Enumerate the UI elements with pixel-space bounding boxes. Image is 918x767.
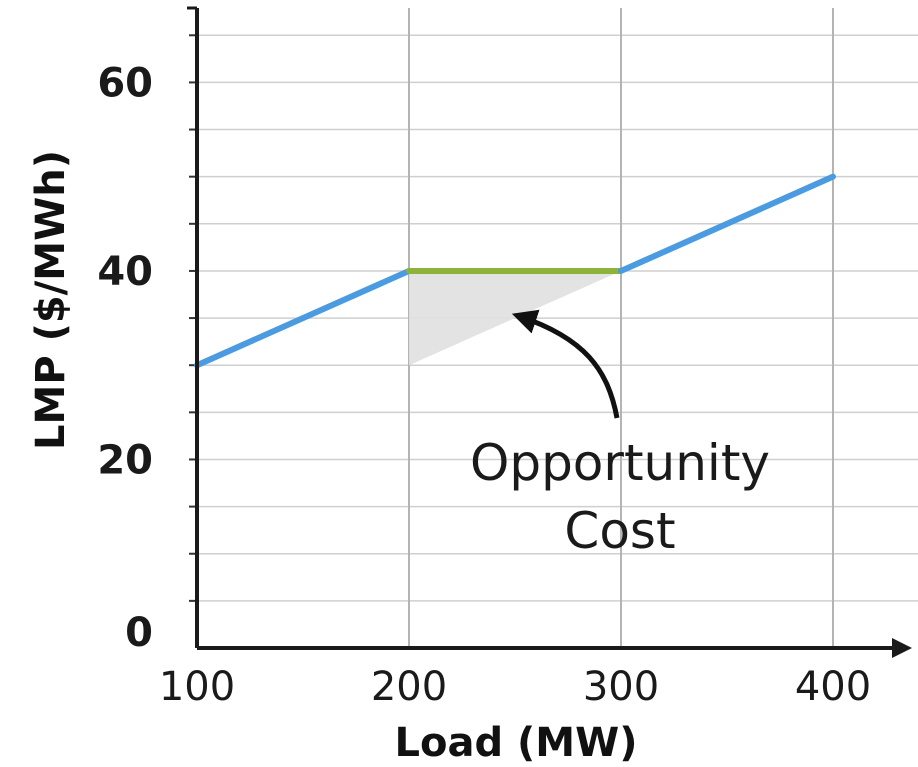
series-line-1: [194, 267, 412, 369]
series-line-3: [618, 173, 836, 274]
y-tick-label: 60: [97, 60, 153, 106]
annotation-line-1: Opportunity: [470, 434, 770, 492]
axes: [187, 6, 912, 658]
x-tick-label: 400: [795, 664, 871, 710]
grid: [189, 8, 918, 648]
annotation-arrow: [511, 309, 620, 419]
y-tick-label: 40: [97, 249, 153, 295]
series-layer: [194, 173, 836, 369]
x-tick-label: 100: [159, 664, 235, 710]
y-tick-label: 0: [125, 610, 153, 656]
annotation: Opportunity Cost: [470, 309, 770, 560]
x-tick-label: 300: [583, 664, 659, 710]
annotation-line-2: Cost: [564, 502, 675, 560]
tick-labels: 100 200 300 400 0 20 40 60: [97, 60, 871, 710]
y-axis-label: LMP ($/MWh): [28, 150, 74, 450]
y-tick-label: 20: [97, 437, 153, 483]
x-tick-label: 200: [371, 664, 447, 710]
x-axis-label: Load (MW): [394, 720, 637, 766]
